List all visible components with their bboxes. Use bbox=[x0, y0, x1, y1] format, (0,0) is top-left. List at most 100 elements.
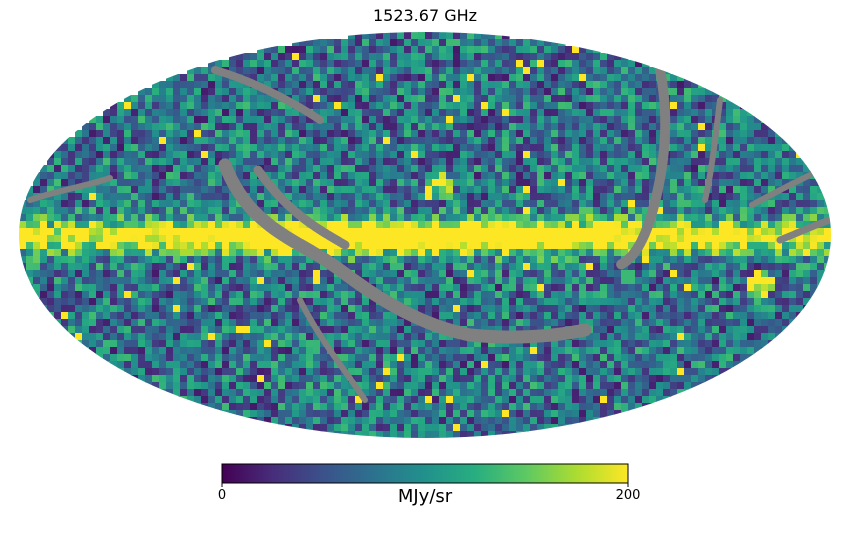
sky-pixel bbox=[502, 88, 510, 96]
sky-pixel bbox=[369, 375, 377, 383]
sky-pixel bbox=[411, 46, 419, 54]
sky-pixel bbox=[348, 354, 356, 362]
sky-pixel bbox=[803, 312, 811, 320]
sky-pixel bbox=[803, 207, 811, 215]
sky-pixel bbox=[432, 291, 440, 299]
sky-pixel bbox=[425, 151, 433, 159]
sky-pixel bbox=[677, 340, 685, 348]
sky-pixel bbox=[376, 144, 384, 152]
sky-pixel bbox=[285, 186, 293, 194]
sky-pixel bbox=[481, 256, 489, 264]
sky-pixel bbox=[82, 186, 90, 194]
sky-pixel bbox=[628, 326, 636, 334]
sky-pixel bbox=[831, 221, 839, 229]
sky-pixel bbox=[194, 312, 202, 320]
sky-pixel bbox=[61, 256, 69, 264]
sky-pixel bbox=[565, 340, 573, 348]
sky-pixel bbox=[761, 207, 769, 215]
sky-pixel bbox=[166, 74, 174, 82]
sky-pixel bbox=[243, 186, 251, 194]
sky-pixel bbox=[257, 186, 265, 194]
sky-pixel bbox=[558, 375, 566, 383]
sky-pixel bbox=[173, 158, 181, 166]
sky-pixel bbox=[453, 270, 461, 278]
sky-pixel bbox=[229, 81, 237, 89]
sky-pixel bbox=[68, 228, 76, 236]
sky-pixel bbox=[306, 326, 314, 334]
sky-pixel bbox=[383, 158, 391, 166]
sky-pixel bbox=[243, 137, 251, 145]
sky-pixel bbox=[215, 137, 223, 145]
sky-pixel bbox=[719, 235, 727, 243]
sky-pixel bbox=[418, 249, 426, 257]
sky-pixel bbox=[285, 277, 293, 285]
sky-pixel bbox=[579, 249, 587, 257]
sky-pixel bbox=[516, 326, 524, 334]
sky-pixel bbox=[523, 151, 531, 159]
sky-pixel bbox=[236, 382, 244, 390]
sky-pixel bbox=[250, 221, 258, 229]
sky-pixel bbox=[726, 137, 734, 145]
sky-pixel bbox=[138, 88, 146, 96]
sky-pixel bbox=[82, 158, 90, 166]
sky-pixel bbox=[327, 319, 335, 327]
sky-pixel bbox=[236, 277, 244, 285]
sky-pixel bbox=[75, 165, 83, 173]
sky-pixel bbox=[831, 200, 839, 208]
sky-pixel bbox=[348, 291, 356, 299]
sky-pixel bbox=[537, 102, 545, 110]
sky-pixel bbox=[145, 186, 153, 194]
sky-pixel bbox=[488, 298, 496, 306]
sky-pixel bbox=[509, 193, 517, 201]
sky-pixel bbox=[243, 284, 251, 292]
sky-pixel bbox=[502, 242, 510, 250]
sky-pixel bbox=[411, 326, 419, 334]
sky-pixel bbox=[551, 151, 559, 159]
sky-pixel bbox=[656, 207, 664, 215]
sky-pixel bbox=[159, 263, 167, 271]
sky-pixel bbox=[26, 284, 34, 292]
sky-pixel bbox=[579, 256, 587, 264]
sky-pixel bbox=[607, 235, 615, 243]
sky-pixel bbox=[166, 354, 174, 362]
sky-pixel bbox=[789, 200, 797, 208]
sky-pixel bbox=[670, 95, 678, 103]
sky-pixel bbox=[670, 249, 678, 257]
sky-pixel bbox=[264, 375, 272, 383]
sky-pixel bbox=[124, 221, 132, 229]
sky-pixel bbox=[271, 270, 279, 278]
sky-pixel bbox=[502, 116, 510, 124]
sky-pixel bbox=[789, 298, 797, 306]
sky-pixel bbox=[397, 333, 405, 341]
sky-pixel bbox=[327, 340, 335, 348]
sky-pixel bbox=[488, 67, 496, 75]
sky-pixel bbox=[726, 368, 734, 376]
sky-pixel bbox=[495, 179, 503, 187]
sky-pixel bbox=[642, 102, 650, 110]
sky-pixel bbox=[502, 228, 510, 236]
sky-pixel bbox=[362, 375, 370, 383]
sky-pixel bbox=[159, 221, 167, 229]
sky-pixel bbox=[404, 179, 412, 187]
sky-pixel bbox=[705, 312, 713, 320]
sky-pixel bbox=[474, 53, 482, 61]
sky-pixel bbox=[173, 263, 181, 271]
sky-pixel bbox=[194, 270, 202, 278]
sky-pixel bbox=[670, 354, 678, 362]
sky-pixel bbox=[502, 39, 510, 47]
sky-pixel bbox=[75, 312, 83, 320]
sky-pixel bbox=[425, 88, 433, 96]
sky-pixel bbox=[747, 354, 755, 362]
sky-pixel bbox=[439, 116, 447, 124]
sky-pixel bbox=[383, 186, 391, 194]
sky-pixel bbox=[635, 130, 643, 138]
sky-pixel bbox=[670, 312, 678, 320]
sky-pixel bbox=[698, 137, 706, 145]
sky-pixel bbox=[698, 207, 706, 215]
sky-pixel bbox=[607, 102, 615, 110]
sky-pixel bbox=[621, 123, 629, 131]
sky-pixel bbox=[285, 284, 293, 292]
sky-pixel bbox=[761, 214, 769, 222]
sky-pixel bbox=[565, 179, 573, 187]
sky-pixel bbox=[474, 312, 482, 320]
